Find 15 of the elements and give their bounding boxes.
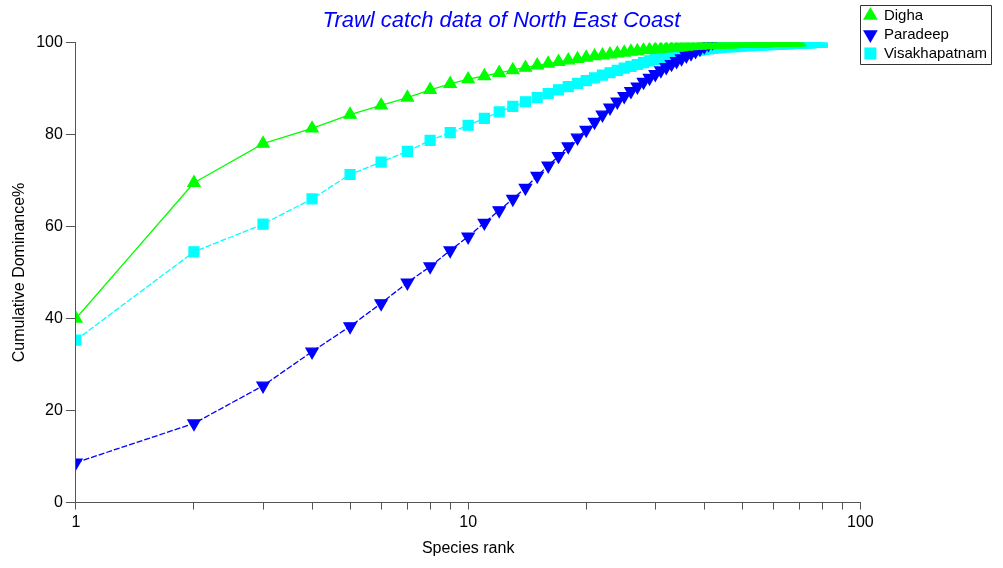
y-axis-title: Cumulative Dominance% <box>10 182 28 363</box>
x-axis-title: Species rank <box>421 538 516 556</box>
x-tick-label: 100 <box>847 512 874 530</box>
y-tick-label: 0 <box>53 493 63 511</box>
y-tick-label: 20 <box>45 400 63 418</box>
legend-label: Visakhapatnam <box>883 43 987 61</box>
y-tick-label: 60 <box>45 216 63 234</box>
y-tick-label: 40 <box>45 308 63 326</box>
legend-label: Paradeep <box>883 24 949 42</box>
y-tick-label: 100 <box>36 32 63 50</box>
y-tick-label: 80 <box>45 124 63 142</box>
x-tick-label: 10 <box>459 512 478 530</box>
chart-title: Trawl catch data of North East Coast <box>322 7 682 33</box>
x-tick-label: 1 <box>71 512 81 530</box>
legend-label: Digha <box>883 5 924 23</box>
